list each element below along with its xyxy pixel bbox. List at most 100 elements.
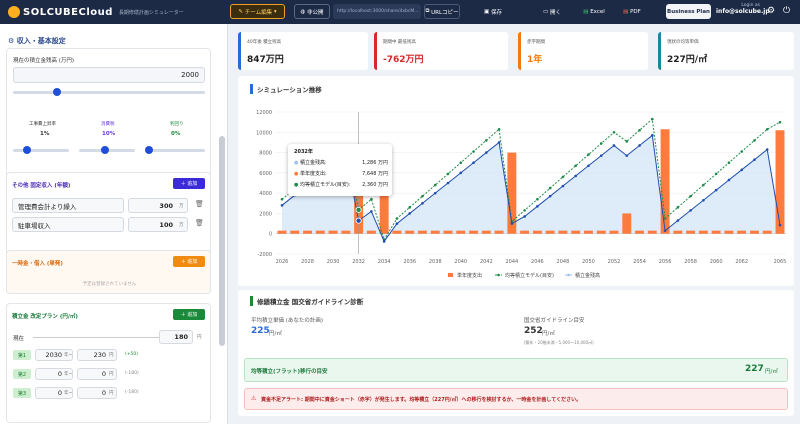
dot-icon: ●: [294, 171, 299, 177]
app-subtitle: 長期修繕計画シミュレーター: [118, 9, 184, 16]
diagnosis-title: 修繕積立金 国交省ガイドライン診断: [250, 296, 363, 306]
expense-bar: [366, 230, 376, 234]
expense-bar: [315, 230, 325, 234]
team-edit-button[interactable]: ✎ チーム編集 ▾: [230, 4, 285, 19]
logout-icon[interactable]: ⏻: [783, 6, 791, 16]
step-price-input[interactable]: 0: [77, 387, 117, 399]
expense-bar: [571, 230, 581, 234]
share-url-field[interactable]: http://localhost:3000/share/4xbcM...: [333, 4, 421, 19]
url-copy-button[interactable]: ⧉ URLコピー: [424, 4, 460, 19]
step-price-unit: 円: [109, 391, 114, 396]
private-toggle[interactable]: ◍ 非公開: [294, 4, 330, 19]
step-price-unit: 円: [109, 372, 114, 377]
open-button[interactable]: ▭ 開く: [537, 4, 567, 19]
expense-bar: [290, 230, 300, 234]
add-plan-button[interactable]: ＋ 追加: [173, 309, 205, 320]
tooltip-label: 積立金残高:: [299, 160, 327, 166]
balance-point: [689, 209, 692, 212]
balance-point: [753, 158, 756, 161]
gear-icon[interactable]: ⚙: [767, 6, 776, 16]
tax-slider-knob[interactable]: [101, 146, 109, 154]
step-badge: 第3: [13, 388, 31, 398]
income-name-input[interactable]: 管理費会計より繰入: [12, 198, 124, 213]
income-value-input[interactable]: 100: [128, 217, 188, 232]
lump-empty-text: 予定は登録されていません: [82, 282, 137, 287]
y-tick-label: 6000: [259, 171, 272, 177]
step-year-input[interactable]: 0: [35, 387, 73, 399]
x-tick-label: 2030: [327, 259, 340, 265]
construction-rate-slider[interactable]: [13, 146, 69, 154]
step-price-input[interactable]: 0: [77, 368, 117, 380]
plan-line: [281, 118, 781, 242]
kpi-value: 1年: [527, 55, 543, 65]
sidebar-scrollbar[interactable]: [219, 136, 225, 346]
rate-label-construction: 工事費上昇率: [29, 122, 56, 127]
balance-point: [561, 184, 565, 188]
y-tick-label: 12000: [256, 110, 272, 116]
plan-point: [370, 197, 373, 201]
trash-icon[interactable]: 🗑: [195, 219, 204, 227]
balance-slider[interactable]: [13, 88, 205, 96]
current-price-unit: 円: [197, 335, 202, 340]
plan-point: [472, 150, 475, 153]
save-button[interactable]: ▣ 保存: [478, 4, 508, 19]
pdf-button[interactable]: ▤ PDF: [616, 4, 648, 19]
add-lump-button[interactable]: ＋ 追加: [173, 256, 205, 267]
yield-slider-knob[interactable]: [145, 146, 153, 154]
plan-point: [523, 209, 526, 212]
income-value-input[interactable]: 300: [128, 198, 188, 213]
excel-button[interactable]: ▤ Excel: [576, 4, 612, 19]
balance-point: [740, 168, 743, 172]
income-name-input[interactable]: 駐車場収入: [12, 217, 124, 232]
avg-label: 平均積立単価 (あなたの計画): [251, 318, 324, 324]
x-tick-label: 2044: [505, 259, 518, 265]
balance-line: [281, 134, 781, 243]
lump-sum-title: 一時金・借入 (単発): [12, 261, 63, 267]
expense-bar: [417, 230, 427, 234]
plan-point: [638, 128, 641, 132]
balance-input[interactable]: 2000: [13, 67, 205, 83]
x-tick-label: 2052: [608, 259, 621, 265]
trash-icon[interactable]: 🗑: [195, 200, 204, 208]
team-edit-label: チーム編集: [244, 9, 273, 16]
expense-bar: [303, 230, 313, 234]
expense-bar: [698, 230, 708, 234]
expense-bar: [673, 230, 683, 234]
add-lump-label: 追加: [187, 259, 198, 265]
plan-point: [433, 183, 437, 187]
construction-slider-knob[interactable]: [23, 146, 31, 154]
active-plan-point: [355, 206, 362, 213]
income-unit: 万: [179, 223, 184, 228]
balance-point: [370, 210, 373, 213]
save-label: 保存: [490, 9, 502, 16]
dot-icon: ●: [294, 160, 299, 166]
tooltip-label: 均等積立モデル(目安):: [299, 182, 351, 188]
open-label: 開く: [549, 9, 561, 16]
kpi-title: 現状の均等単価: [667, 40, 699, 45]
lump-sum-card: 一時金・借入 (単発) ＋ 追加 予定は登録されていません: [6, 250, 211, 294]
yield-rate-slider[interactable]: [145, 146, 205, 154]
balance-slider-knob[interactable]: [53, 88, 61, 96]
balance-point: [574, 174, 577, 178]
tooltip-year: 2032年: [294, 149, 313, 155]
tax-rate-slider[interactable]: [79, 146, 135, 154]
expense-bar: [532, 230, 542, 234]
step-year-input[interactable]: 0: [35, 368, 73, 380]
plan-point: [702, 183, 705, 187]
add-income-button[interactable]: ＋ 追加: [173, 178, 205, 189]
business-plan-badge[interactable]: Business Plan: [666, 4, 711, 19]
expense-bar: [545, 230, 555, 234]
x-tick-label: 2054: [633, 259, 646, 265]
plan-point: [574, 164, 577, 168]
plus-icon: ＋: [180, 259, 188, 265]
excel-icon: ▤: [583, 8, 591, 15]
current-price-input[interactable]: 180: [159, 330, 193, 344]
basic-settings-card: 現在の積立金残高 (万円) 2000 工事費上昇率 1% 消費税 10% 利回り…: [6, 48, 211, 178]
y-tick-label: 8000: [259, 151, 272, 157]
guide-note: (築年・20階未満・5,000〜10,000㎡): [524, 340, 594, 345]
plan-point: [599, 142, 603, 145]
step-price-input[interactable]: 230: [77, 349, 117, 361]
plan-point: [485, 139, 488, 142]
step-year-input[interactable]: 2030: [35, 349, 73, 361]
x-tick-label: 2056: [659, 259, 672, 265]
